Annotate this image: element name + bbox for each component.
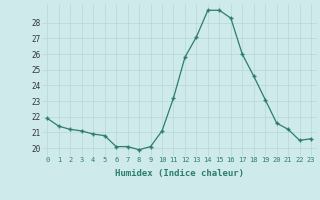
X-axis label: Humidex (Indice chaleur): Humidex (Indice chaleur) (115, 169, 244, 178)
